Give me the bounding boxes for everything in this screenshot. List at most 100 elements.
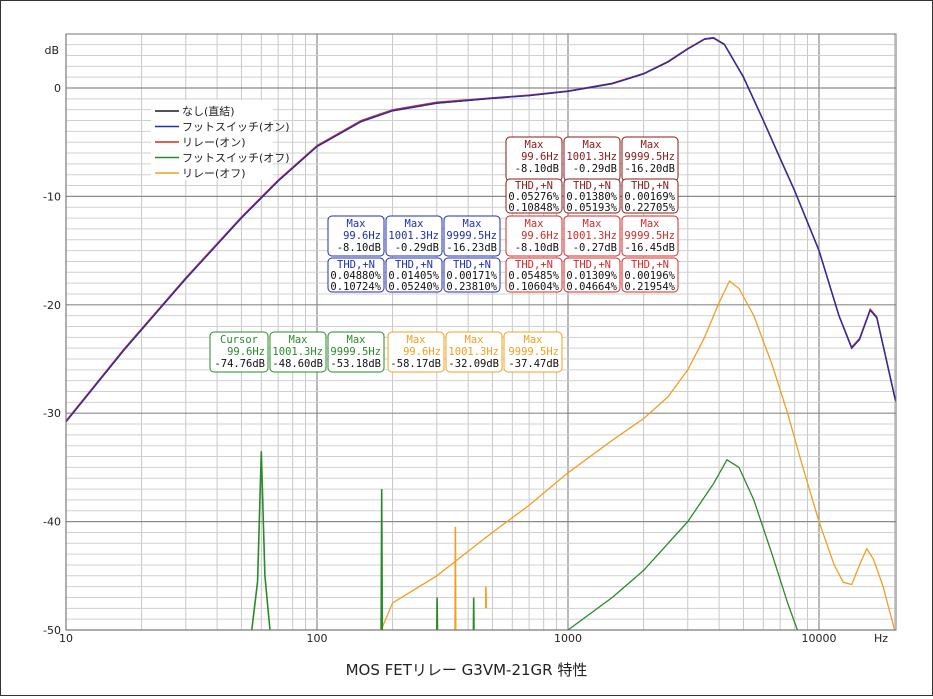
- annotation-text: 0.21954%: [624, 281, 675, 293]
- annotation-text: -37.47dB: [508, 358, 559, 370]
- annotation-text: 99.6Hz: [403, 346, 441, 358]
- annotation-box-frame: [445, 331, 503, 373]
- annotation-text: 0.05193%: [566, 202, 617, 214]
- annotation-text: -58.17dB: [390, 358, 441, 370]
- legend-label: リレー(オン): [182, 136, 246, 149]
- annotation-text: 0.23810%: [446, 281, 497, 293]
- annotation-text: Max: [289, 334, 308, 346]
- annotation-text: -16.45dB: [624, 242, 675, 254]
- annotation-box-frame: [563, 215, 621, 257]
- annotation-text: -0.27dB: [573, 242, 617, 254]
- annotation-text: 0.01405%: [388, 270, 439, 282]
- x-tick-label: 10000: [802, 632, 837, 645]
- annotation-text: 1001.3Hz: [448, 346, 499, 358]
- annotation-box-frame: [269, 331, 327, 373]
- annotation-text: 0.10848%: [508, 202, 559, 214]
- annotation-text: Max: [463, 218, 482, 230]
- annotation-text: 1001.3Hz: [566, 151, 617, 163]
- legend-label: フットスイッチ(オン): [182, 121, 290, 134]
- annotation-text: 9999.5Hz: [330, 346, 381, 358]
- annotation-text: 9999.5Hz: [624, 230, 675, 242]
- annotation-text: -16.23dB: [446, 242, 497, 254]
- annotation-box: THD,+N0.00169%0.22705%: [621, 178, 679, 214]
- legend-label: フットスイッチ(オフ): [182, 152, 290, 165]
- annotation-box-frame: [387, 331, 445, 373]
- series-line: [66, 37, 896, 423]
- y-tick-label: -20: [43, 299, 61, 312]
- annotation-text: -8.10dB: [515, 242, 559, 254]
- annotation-box-frame: [563, 178, 621, 214]
- annotation-text: 99.6Hz: [521, 230, 559, 242]
- annotation-text: -0.29dB: [395, 242, 439, 254]
- annotation-text: 0.00196%: [624, 270, 675, 282]
- annotation-text: Cursor: [220, 334, 258, 346]
- annotation-text: Max: [583, 139, 602, 151]
- annotation-box-frame: [505, 178, 563, 214]
- annotation-text: Max: [525, 218, 544, 230]
- annotation-box: THD,+N0.01380%0.05193%: [563, 178, 621, 214]
- series-line: [567, 458, 799, 630]
- annotation-box-frame: [385, 215, 443, 257]
- annotation-box: THD,+N0.01309%0.04664%: [563, 257, 621, 293]
- axis-tick-labels: 10 100 1000 10000 0 -10 -20 -30 -40 -50: [43, 82, 836, 645]
- legend-label: なし(直結): [182, 104, 235, 118]
- series-spike: [380, 489, 384, 630]
- annotation-box-frame: [505, 215, 563, 257]
- legend-label: リレー(オフ): [182, 167, 246, 180]
- annotation-text: 9999.5Hz: [508, 346, 559, 358]
- annotation-text: -0.29dB: [573, 163, 617, 175]
- annotation-box-frame: [503, 331, 563, 373]
- annotation-text: THD,+N: [631, 259, 669, 271]
- annotation-text: Max: [465, 334, 484, 346]
- annotation-box: THD,+N0.05485%0.10604%: [505, 257, 563, 293]
- annotation-text: 0.01380%: [566, 191, 617, 203]
- annotation-text: THD,+N: [573, 259, 611, 271]
- annotation-text: THD,+N: [515, 180, 553, 192]
- annotation-text: 0.00171%: [446, 270, 497, 282]
- annotation-box-frame: [505, 257, 563, 293]
- annotation-text: 9999.5Hz: [446, 230, 497, 242]
- annotation-text: 0.05276%: [508, 191, 559, 203]
- x-axis-unit-label: Hz: [874, 632, 888, 645]
- annotation-text: 0.01309%: [566, 270, 617, 282]
- annotation-box-frame: [621, 257, 679, 293]
- annotation-box: THD,+N0.01405%0.05240%: [385, 257, 443, 293]
- annotation-text: Max: [641, 139, 660, 151]
- series-line: [380, 279, 896, 630]
- annotation-text: Max: [347, 218, 366, 230]
- annotation-text: 99.6Hz: [343, 230, 381, 242]
- annotation-box-frame: [327, 257, 385, 293]
- annotation-text: THD,+N: [631, 180, 669, 192]
- annotation-box-frame: [621, 215, 679, 257]
- annotation-box: THD,+N0.00196%0.21954%: [621, 257, 679, 293]
- series-spike: [472, 597, 475, 630]
- y-tick-label: -40: [43, 516, 61, 529]
- annotation-text: Max: [405, 218, 424, 230]
- annotation-text: Max: [524, 334, 543, 346]
- x-tick-label: 10: [59, 632, 73, 645]
- y-tick-label: -50: [43, 624, 61, 637]
- series-spike: [454, 526, 457, 630]
- annotation-box-frame: [385, 257, 443, 293]
- annotation-box: THD,+N0.00171%0.23810%: [443, 257, 501, 293]
- annotation-text: 99.6Hz: [521, 151, 559, 163]
- x-tick-label: 1000: [554, 632, 582, 645]
- annotation-text: 1001.3Hz: [388, 230, 439, 242]
- annotation-text: Max: [641, 218, 660, 230]
- y-tick-label: -30: [43, 407, 61, 420]
- annotation-text: 0.22705%: [624, 202, 675, 214]
- annotation-text: -8.10dB: [337, 242, 381, 254]
- annotation-text: -74.76dB: [214, 358, 265, 370]
- annotation-text: 0.10724%: [330, 281, 381, 293]
